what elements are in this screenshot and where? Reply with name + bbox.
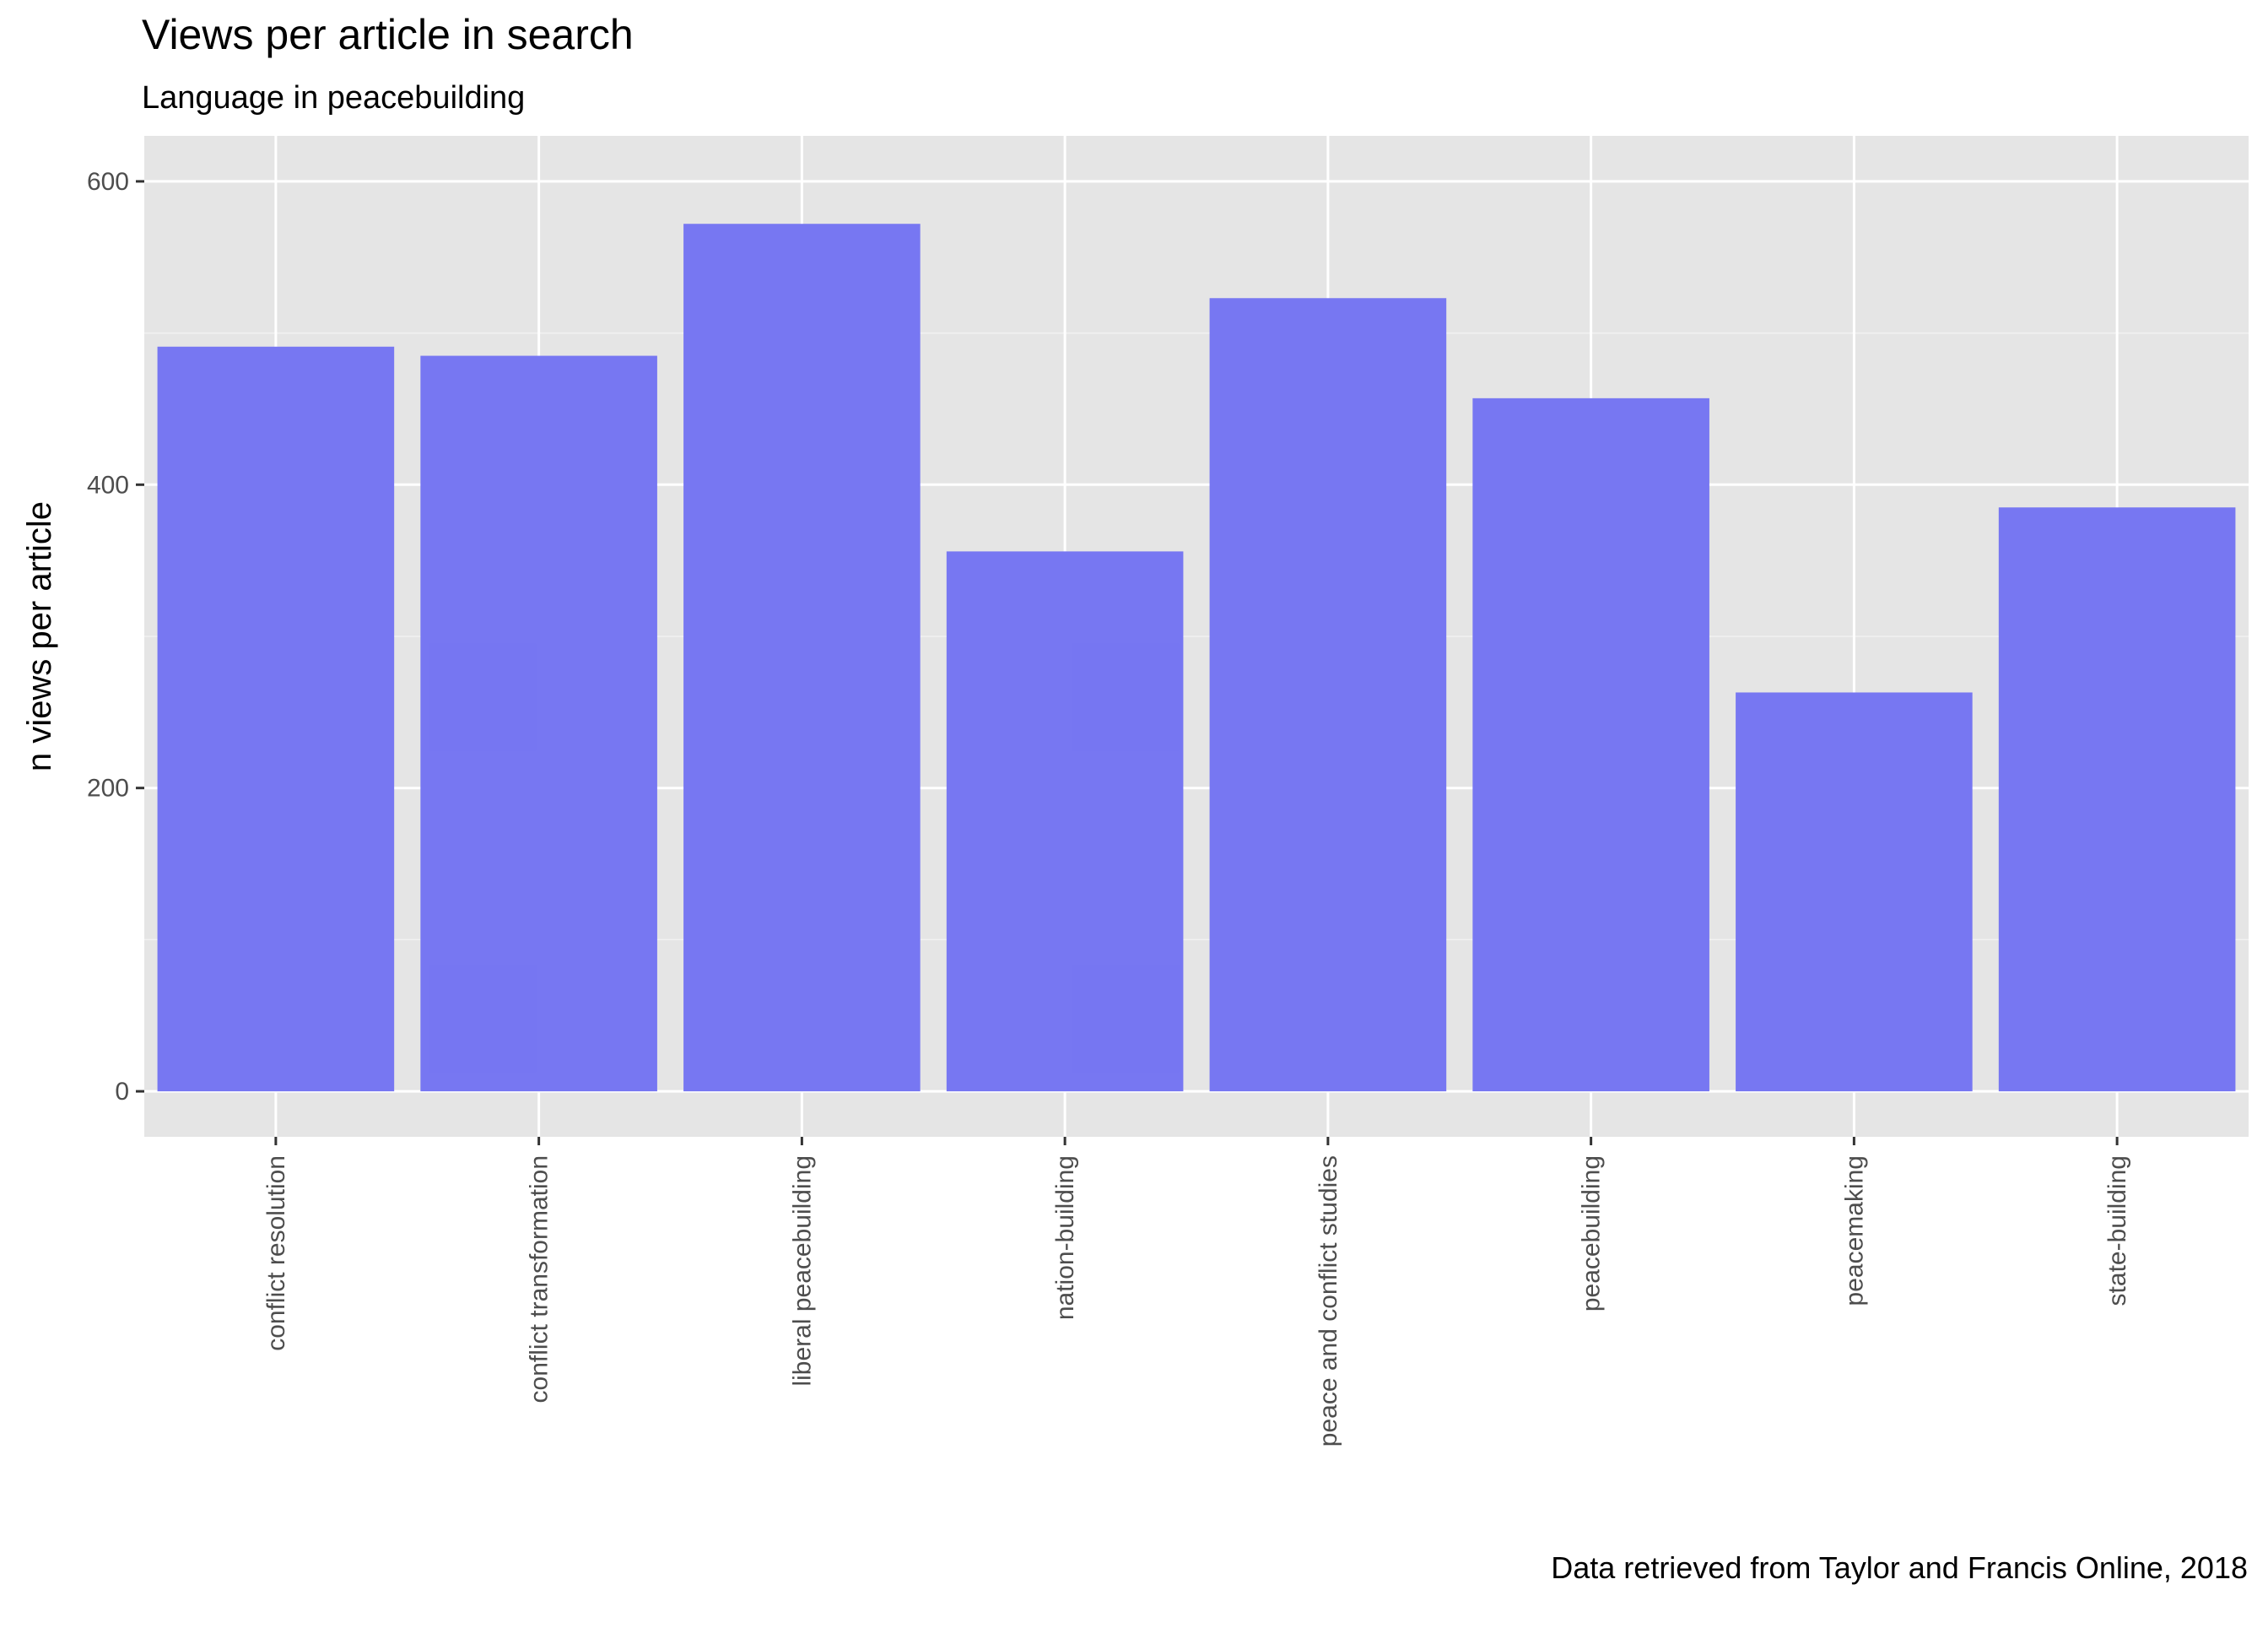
x-tick-label: conflict transformation (526, 1155, 554, 1403)
y-tick-label: 200 (87, 775, 129, 803)
bars (157, 224, 2236, 1092)
bar-peacemaking (1736, 692, 1973, 1092)
x-tick-label: peace and conflict studies (1315, 1155, 1342, 1447)
x-tick-label: peacebuilding (1578, 1155, 1606, 1312)
bar-peace-and-conflict-studies (1209, 298, 1447, 1092)
x-tick-label: state-building (2103, 1155, 2131, 1306)
bar-nation-building (946, 551, 1184, 1092)
bar-peacebuilding (1472, 398, 1709, 1092)
y-axis-label: n views per article (21, 501, 58, 771)
chart-title: Views per article in search (142, 11, 634, 58)
x-tick-label: liberal peacebuilding (788, 1155, 816, 1387)
y-tick-label: 0 (115, 1078, 129, 1106)
bar-state-building (1998, 507, 2236, 1092)
chart-caption: Data retrieved from Taylor and Francis O… (1551, 1550, 2248, 1585)
y-tick-label: 400 (87, 471, 129, 499)
chart-subtitle: Language in peacebuilding (142, 80, 525, 116)
bar-conflict-transformation (420, 355, 657, 1092)
bar-liberal-peacebuilding (683, 224, 921, 1092)
x-axis: conflict resolution conflict transformati… (262, 1137, 2131, 1447)
x-tick-label: conflict resolution (262, 1155, 290, 1351)
bar-conflict-resolution (157, 346, 395, 1092)
y-axis: 0 200 400 600 (87, 168, 144, 1106)
x-tick-label: nation-building (1051, 1155, 1079, 1320)
y-tick-label: 600 (87, 168, 129, 196)
x-tick-label: peacemaking (1840, 1155, 1868, 1306)
